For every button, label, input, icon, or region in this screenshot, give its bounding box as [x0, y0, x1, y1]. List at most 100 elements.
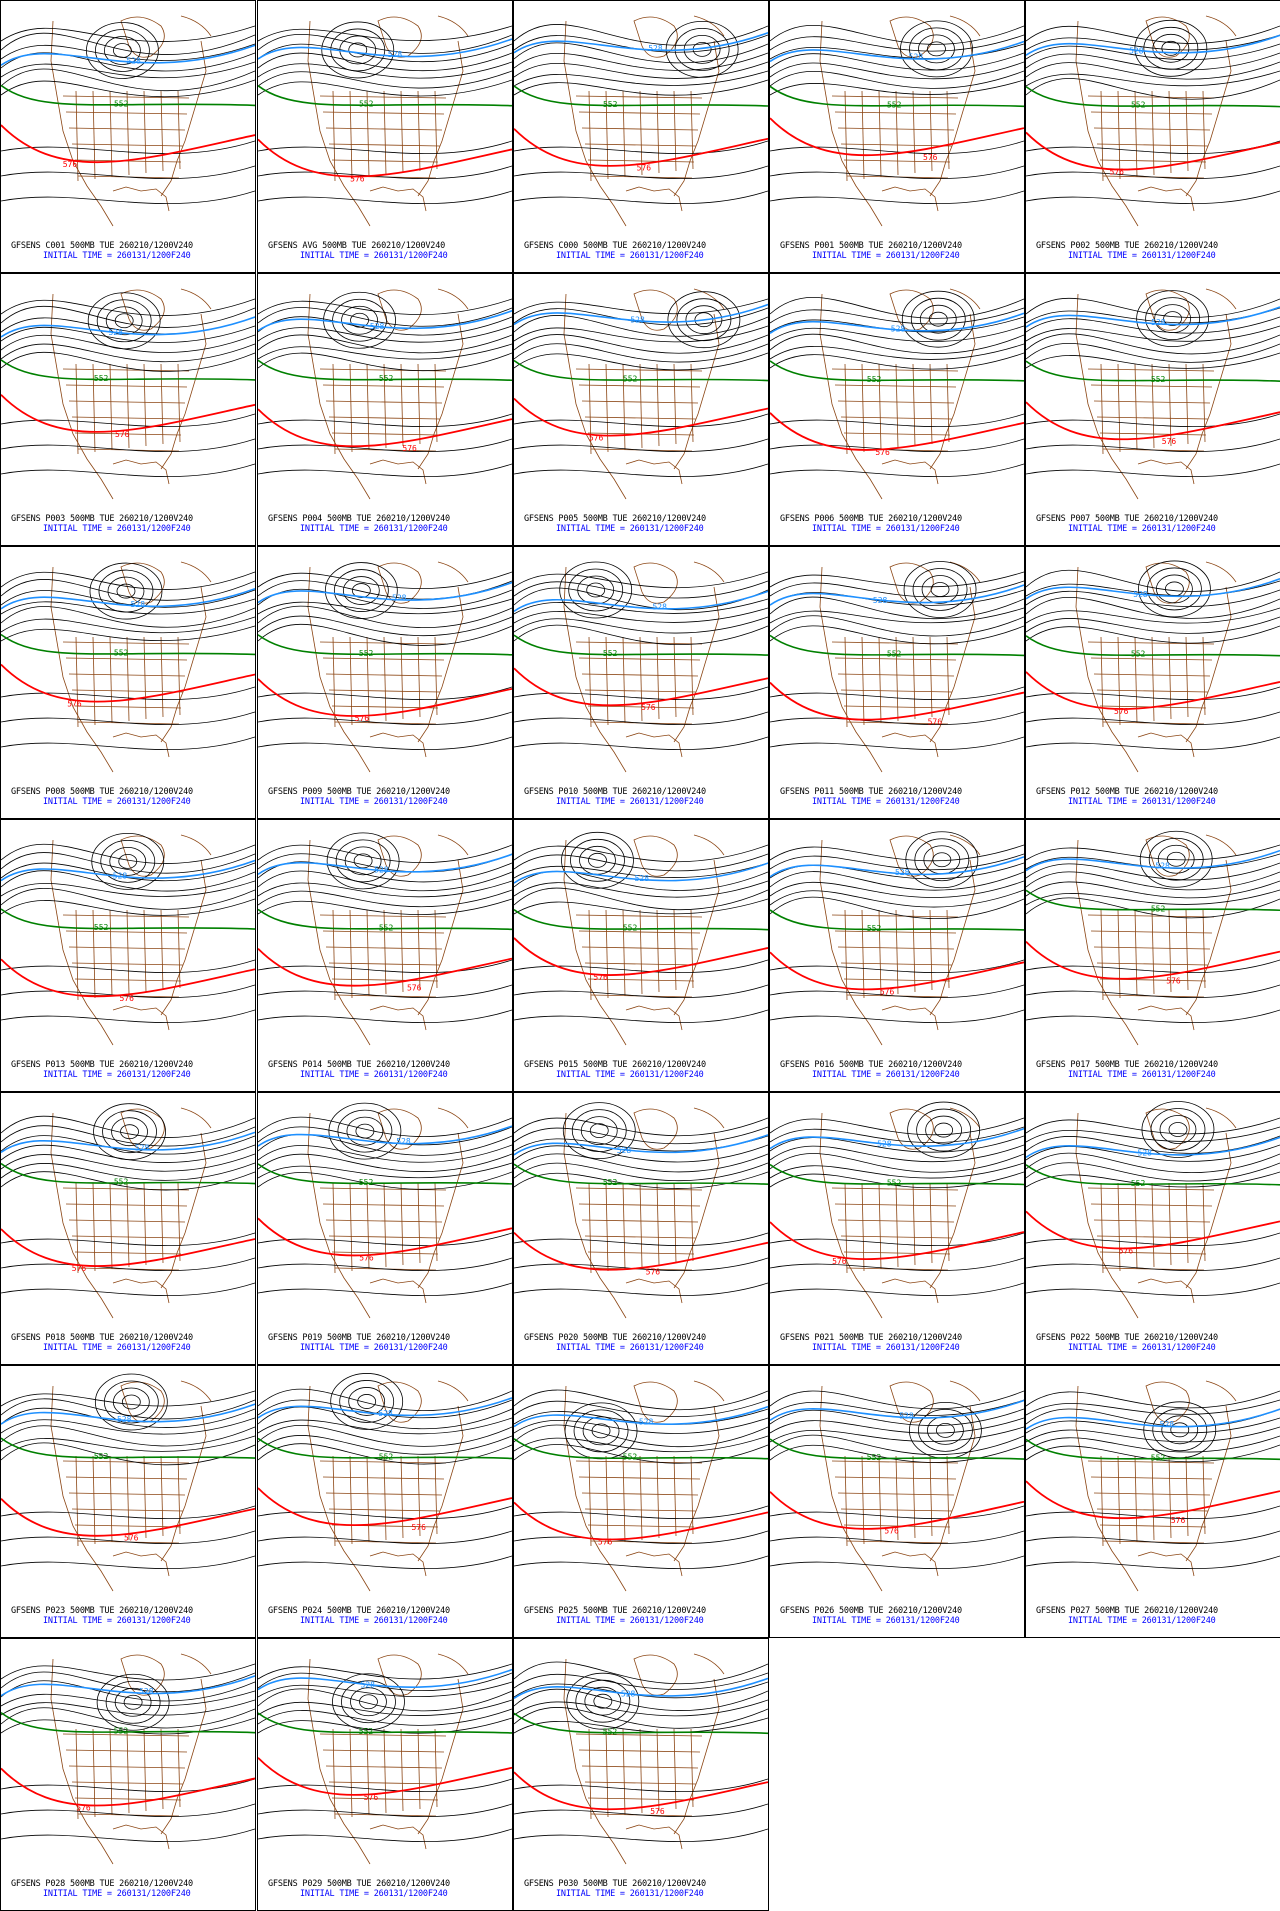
contour-label-552: 552 — [1131, 101, 1146, 110]
contour-552-line — [1, 908, 255, 930]
contour-528-line — [514, 862, 768, 884]
ensemble-map-panel: 528 552 576 GFSENS P005 500MB TUE 260210/12… — [513, 273, 769, 546]
contour-576-line — [514, 667, 768, 707]
black-contours — [1, 292, 255, 477]
contour-576-line — [770, 681, 1024, 721]
contour-528-line — [258, 1397, 512, 1419]
contour-528-line — [1, 859, 255, 882]
height-contour-map: 528 552 576 — [514, 15, 768, 227]
contour-label-528: 528 — [895, 868, 910, 877]
black-contours — [1, 1103, 255, 1296]
contour-552-line — [770, 85, 1024, 108]
geography-outline — [563, 288, 725, 500]
contour-label-528: 528 — [639, 1418, 654, 1427]
contour-label-552: 552 — [114, 99, 129, 108]
contour-label-528: 528 — [1151, 318, 1166, 327]
ensemble-map-panel: 528 552 576 GFSENS P021 500MB TUE 260210/12… — [769, 1092, 1025, 1365]
geography-outline — [307, 288, 469, 500]
black-contours — [258, 1663, 512, 1842]
contour-576-line — [258, 138, 512, 178]
black-contours — [770, 20, 1024, 204]
initial-time-caption: INITIAL TIME = 260131/1200F240 — [300, 797, 448, 807]
height-contour-map: 528 552 576 — [1026, 288, 1280, 500]
height-contour-map: 528 552 576 — [770, 288, 1024, 500]
contour-552-line — [258, 1712, 512, 1734]
geography-outline — [563, 1653, 725, 1865]
contour-label-552: 552 — [1131, 650, 1146, 659]
contour-label-552: 552 — [1151, 375, 1166, 384]
ensemble-map-panel: 528 552 576 GFSENS P003 500MB TUE 260210/12… — [0, 273, 256, 546]
contour-label-552: 552 — [94, 374, 109, 383]
geography-outline — [307, 834, 469, 1046]
geography-outline — [1075, 1107, 1237, 1319]
contour-label-552: 552 — [623, 1453, 638, 1462]
contour-576-line — [770, 1491, 1024, 1530]
contour-576-line — [770, 951, 1024, 991]
ensemble-map-panel: 528 552 576 GFSENS P026 500MB TUE 260210/12… — [769, 1365, 1025, 1638]
contour-552-line — [514, 1163, 768, 1185]
contour-label-552: 552 — [887, 1178, 902, 1187]
height-contour-map: 528 552 576 — [514, 1102, 768, 1319]
panel-title: GFSENS P017 500MB TUE 260210/1200V240 — [1036, 1060, 1218, 1070]
geography-outline — [50, 288, 212, 500]
panel-title: GFSENS P014 500MB TUE 260210/1200V240 — [268, 1060, 450, 1070]
panel-title: GFSENS P006 500MB TUE 260210/1200V240 — [780, 514, 962, 524]
contour-528-line — [770, 856, 1024, 878]
geography-outline — [1075, 1380, 1237, 1592]
black-contours — [258, 1373, 512, 1569]
contour-label-528: 528 — [630, 316, 645, 325]
panel-title: GFSENS P024 500MB TUE 260210/1200V240 — [268, 1606, 450, 1616]
height-contour-map: 528 552 576 — [514, 1653, 768, 1865]
geography-outline — [307, 561, 469, 773]
contour-label-552: 552 — [379, 923, 394, 932]
ensemble-map-panel: 528 552 576 GFSENS P030 500MB TUE 260210/12… — [513, 1638, 769, 1911]
ensemble-map-panel: 528 552 576 GFSENS P017 500MB TUE 260210/12… — [1025, 819, 1280, 1092]
black-contours — [770, 1390, 1024, 1569]
contour-label-528: 528 — [1129, 46, 1144, 55]
geography-outline — [563, 1107, 725, 1319]
panel-title: GFSENS P008 500MB TUE 260210/1200V240 — [11, 787, 193, 797]
contour-label-552: 552 — [887, 100, 902, 109]
panel-title: GFSENS P018 500MB TUE 260210/1200V240 — [11, 1333, 193, 1343]
contour-552-line — [1026, 1438, 1280, 1461]
ensemble-map-panel: 528 552 576 GFSENS P016 500MB TUE 260210/12… — [769, 819, 1025, 1092]
contour-label-576: 576 — [884, 1527, 899, 1536]
contour-label-528: 528 — [126, 56, 141, 65]
contour-552-line — [770, 909, 1024, 931]
initial-time-caption: INITIAL TIME = 260131/1200F240 — [300, 1070, 448, 1080]
contour-label-552: 552 — [114, 648, 129, 657]
black-contours — [1, 1663, 255, 1842]
contour-528-line — [258, 38, 512, 60]
ensemble-map-panel: 528 552 576 GFSENS P013 500MB TUE 260210/12… — [0, 819, 256, 1092]
contour-576-line — [258, 1217, 512, 1257]
contour-label-528: 528 — [392, 594, 407, 603]
black-contours — [258, 562, 512, 750]
initial-time-caption: INITIAL TIME = 260131/1200F240 — [1068, 251, 1216, 261]
panel-title: GFSENS P013 500MB TUE 260210/1200V240 — [11, 1060, 193, 1070]
panel-title: GFSENS C000 500MB TUE 260210/1200V240 — [524, 241, 706, 251]
geography-outline — [819, 15, 981, 227]
contour-576-line — [1, 663, 255, 703]
contour-label-528: 528 — [909, 53, 924, 62]
contour-label-576: 576 — [355, 714, 370, 723]
ensemble-map-panel: 528 552 576 GFSENS P007 500MB TUE 260210/12… — [1025, 273, 1280, 546]
contour-label-528: 528 — [617, 1146, 632, 1155]
contour-576-line — [514, 1232, 768, 1271]
contour-label-528: 528 — [131, 600, 146, 609]
contour-label-528: 528 — [621, 1689, 636, 1698]
black-contours — [1026, 290, 1280, 477]
height-contour-map: 528 552 576 — [258, 1373, 512, 1592]
contour-552-line — [514, 359, 768, 382]
contour-label-552: 552 — [379, 374, 394, 383]
height-contour-map: 528 552 576 — [770, 561, 1024, 773]
contour-label-576: 576 — [832, 1257, 847, 1266]
panel-title: GFSENS P029 500MB TUE 260210/1200V240 — [268, 1879, 450, 1889]
initial-time-caption: INITIAL TIME = 260131/1200F240 — [556, 251, 704, 261]
contour-label-576: 576 — [1162, 437, 1177, 446]
geography-outline — [50, 561, 212, 773]
contour-label-528: 528 — [873, 596, 888, 605]
contour-label-528: 528 — [652, 602, 667, 611]
initial-time-caption: INITIAL TIME = 260131/1200F240 — [556, 524, 704, 534]
contour-576-line — [1026, 401, 1280, 441]
contour-528-line — [770, 312, 1024, 334]
